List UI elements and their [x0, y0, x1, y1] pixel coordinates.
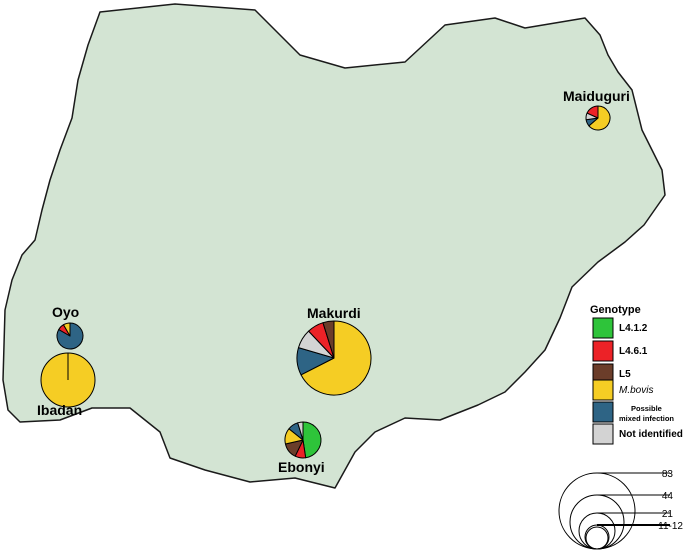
size-circle-83: [558, 472, 636, 550]
pie-slice-makurdi-m-bovis: [300, 320, 372, 396]
pie-oyo: [56, 322, 84, 350]
pie-slice-maiduguri-l4-6-1: [586, 105, 599, 119]
size-circle-44: [569, 494, 625, 550]
legend-label-not-identified: Not identified: [619, 429, 683, 440]
nigeria-outline: [2, 3, 666, 489]
label-ebonyi: Ebonyi: [278, 459, 325, 475]
size-label-83: 83: [662, 469, 674, 480]
size-circle-21: [578, 512, 616, 550]
legend-swatch-l4-1-2: [592, 317, 614, 339]
size-label-21: 21: [662, 509, 674, 520]
legend-label-l4-6-1: L4.6.1: [619, 346, 648, 357]
legend-label-possible-line2: mixed infection: [619, 414, 674, 423]
pie-slice-ebonyi-l4-1-2: [302, 421, 322, 459]
size-label-44: 44: [662, 491, 674, 502]
label-oyo: Oyo: [52, 304, 79, 320]
legend-label-l5: L5: [619, 369, 631, 380]
legend-swatch-not-identified: [592, 423, 614, 445]
legend-label-m-bovis: M.bovis: [619, 385, 653, 396]
label-maiduguri: Maiduguri: [563, 88, 630, 104]
legend-title: Genotype: [590, 304, 641, 316]
label-makurdi: Makurdi: [307, 305, 361, 321]
legend-swatch-l4-6-1: [592, 340, 614, 362]
legend-label-l4-1-2: L4.1.2: [619, 323, 648, 334]
pie-slice-ebonyi-not-identified: [297, 421, 304, 441]
pie-makurdi: [296, 320, 372, 396]
pie-slice-maiduguri-m-bovis: [588, 105, 611, 131]
pie-maiduguri: [585, 105, 611, 131]
legend-swatch-m-bovis: [592, 379, 614, 401]
size-label-11-12: 11-12: [658, 521, 683, 532]
pie-slice-makurdi-l5: [322, 320, 335, 359]
size-legend: [558, 472, 670, 550]
pie-ebonyi: [284, 421, 322, 459]
genotype-legend: Genotype L4.1.2 L4.6.1 L5 M.bovis Possib…: [590, 304, 683, 445]
legend-label-possible-line1: Possible: [631, 404, 662, 413]
legend-swatch-possible-mixed-infection: [592, 401, 614, 423]
pie-ibadan: [40, 352, 96, 408]
pie-slice-oyo-m-bovis: [63, 322, 71, 337]
label-ibadan: Ibadan: [37, 402, 82, 418]
size-circle-11: [585, 526, 609, 550]
